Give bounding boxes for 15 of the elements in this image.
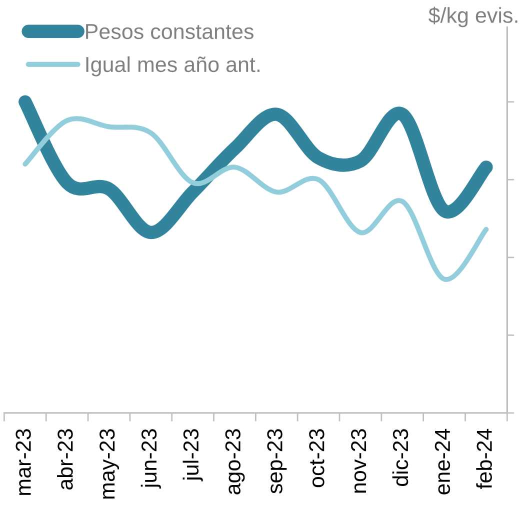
- x-tick-label: nov-23: [350, 429, 366, 493]
- x-tick-label: ago-23: [225, 429, 245, 494]
- x-tick-label: ene-24: [434, 428, 450, 494]
- x-tick-label: dic-23: [392, 429, 408, 486]
- x-tick-label: may-23: [100, 429, 120, 499]
- legend-label: Igual mes año ant.: [86, 56, 260, 76]
- x-tick-label: jun-23: [140, 429, 161, 489]
- x-tick-label: oct-23: [309, 429, 324, 488]
- x-tick-label: sep-23: [267, 429, 287, 494]
- x-tick-label: abr-23: [57, 429, 73, 490]
- x-tick-label: mar-23: [16, 429, 31, 495]
- x-tick-label: feb-24: [476, 428, 492, 489]
- x-tick-label: jul-23: [182, 429, 203, 482]
- y-axis-title: $/kg evis.: [428, 6, 518, 28]
- legend-label: Pesos constantes: [86, 24, 254, 40]
